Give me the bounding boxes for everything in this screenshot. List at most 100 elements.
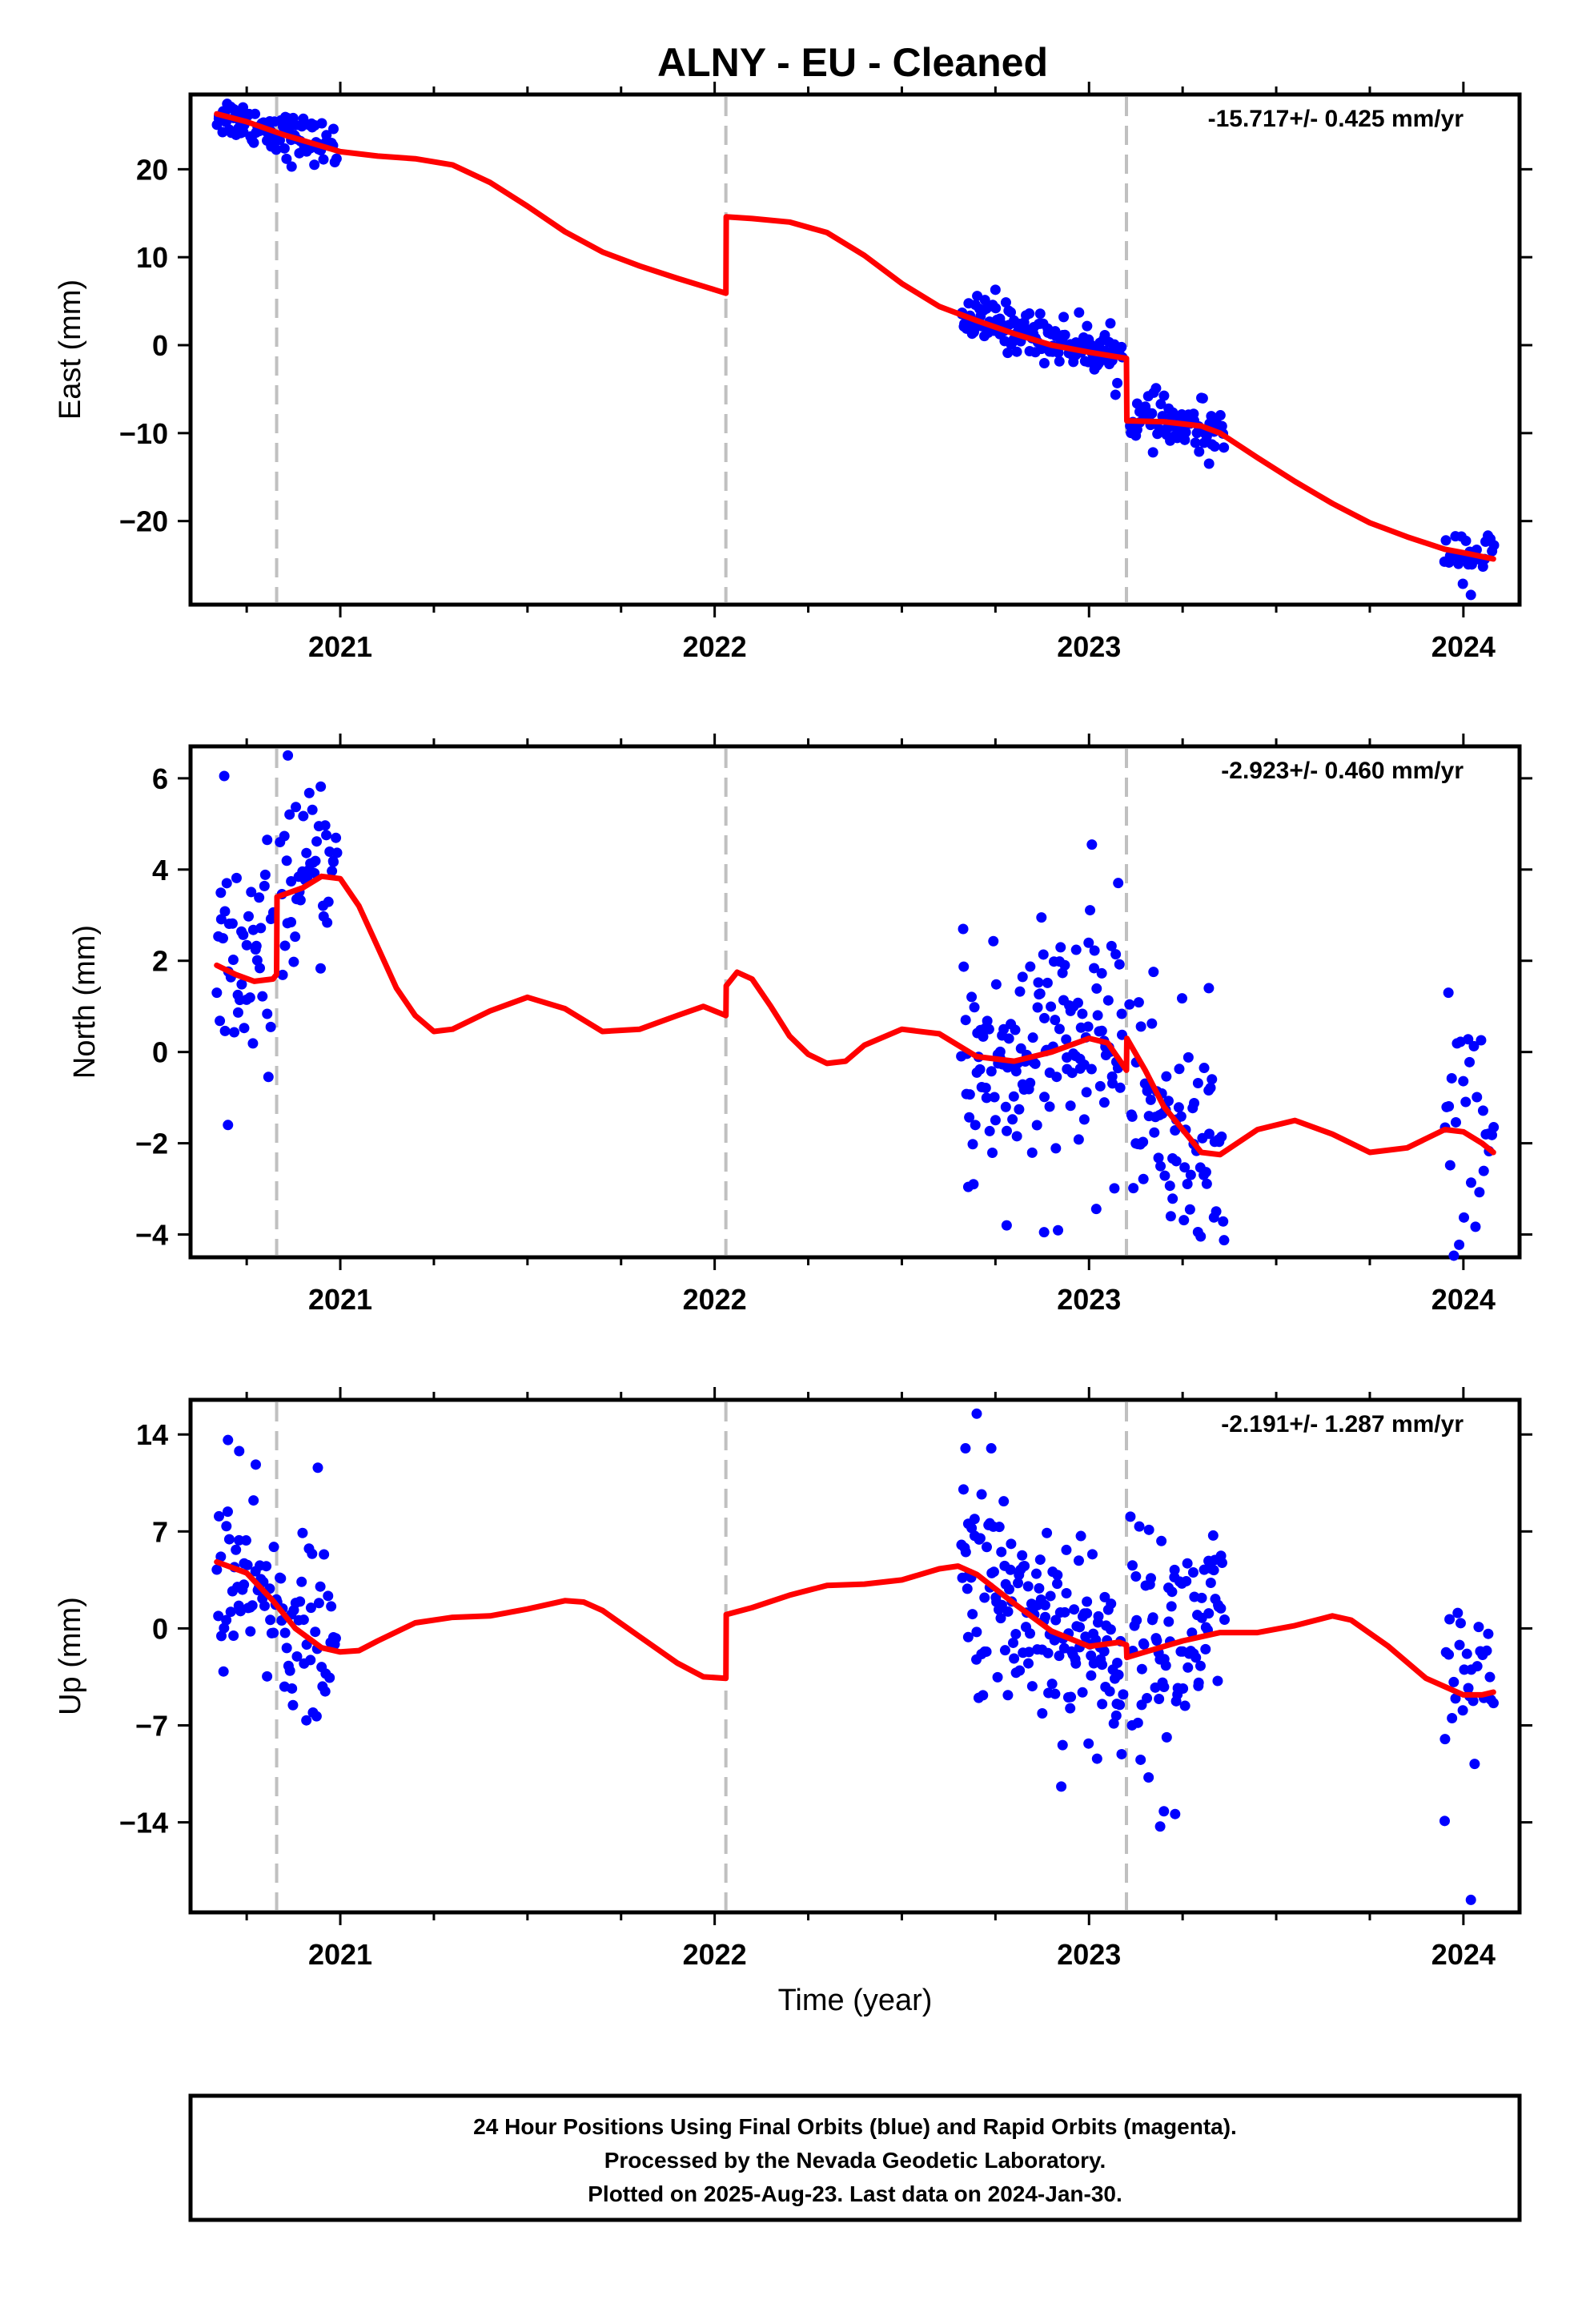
north-data-point — [1454, 1239, 1465, 1250]
north-data-point — [1128, 1183, 1139, 1194]
up-data-point — [960, 1443, 971, 1454]
north-data-point — [217, 933, 228, 944]
north-data-point — [295, 895, 306, 906]
up-data-point — [1439, 1734, 1451, 1745]
up-data-point — [250, 1459, 261, 1470]
north-data-point — [1081, 1087, 1092, 1098]
north-data-point — [1086, 839, 1098, 850]
north-data-point — [1218, 1216, 1229, 1227]
east-data-point — [1112, 377, 1123, 388]
north-data-point — [1110, 949, 1122, 960]
north-data-point — [1038, 949, 1049, 960]
up-data-point — [971, 1408, 982, 1419]
up-data-point — [297, 1527, 308, 1538]
north-data-point — [251, 940, 262, 951]
north-data-point — [1211, 1206, 1222, 1217]
up-data-point — [1212, 1675, 1223, 1687]
north-data-point — [1073, 1134, 1084, 1145]
east-data-point — [1082, 320, 1093, 332]
up-data-point — [240, 1535, 251, 1546]
east-data-point — [309, 159, 320, 171]
north-data-point — [990, 1115, 1001, 1126]
up-data-point — [259, 1600, 271, 1611]
north-data-point — [960, 1015, 971, 1026]
up-data-point — [1444, 1614, 1456, 1625]
up-data-point — [279, 1627, 291, 1638]
up-data-point — [1468, 1695, 1479, 1707]
north-data-point — [1133, 997, 1144, 1008]
up-data-point — [1097, 1659, 1108, 1671]
up-data-point — [1106, 1598, 1117, 1610]
north-data-point — [244, 992, 255, 1003]
east-data-point — [316, 118, 327, 129]
up-data-point — [1057, 1739, 1068, 1751]
north-data-point — [1182, 1178, 1193, 1189]
up-data-point — [1143, 1771, 1154, 1783]
east-x-tick-label: 2022 — [683, 630, 747, 663]
up-data-point — [962, 1631, 974, 1642]
up-data-point — [1473, 1622, 1484, 1633]
north-data-point — [1114, 959, 1125, 970]
footer-box: 24 Hour Positions Using Final Orbits (bl… — [188, 2093, 1522, 2222]
footer-line-1: 24 Hour Positions Using Final Orbits (bl… — [473, 2114, 1237, 2139]
up-data-point — [1158, 1682, 1170, 1693]
north-data-point — [983, 1023, 994, 1035]
up-data-point — [245, 1626, 256, 1637]
up-data-point — [1130, 1571, 1142, 1582]
north-data-point — [290, 931, 301, 943]
east-data-point — [990, 303, 1002, 314]
north-data-point — [1001, 1220, 1012, 1231]
up-data-point — [305, 1602, 316, 1614]
up-data-point — [1118, 1689, 1129, 1700]
north-data-point — [1070, 944, 1082, 955]
north-y-tick-label: −4 — [135, 1219, 168, 1252]
up-data-point — [311, 1711, 322, 1722]
east-data-point — [1038, 357, 1050, 368]
north-data-point — [298, 810, 309, 822]
north-data-point — [286, 917, 297, 928]
up-data-point — [1143, 1524, 1154, 1535]
up-rate-label: -2.191+/- 1.287 mm/yr — [1221, 1411, 1464, 1437]
north-data-point — [1098, 1097, 1110, 1108]
up-data-point — [1082, 1596, 1093, 1607]
up-data-point — [1146, 1573, 1157, 1584]
east-data-point — [1209, 440, 1220, 452]
up-data-point — [1014, 1665, 1026, 1676]
up-data-point — [1049, 1634, 1060, 1646]
up-data-point — [1034, 1582, 1045, 1594]
east-data-point — [1215, 410, 1226, 421]
north-data-point — [1148, 967, 1159, 978]
north-data-point — [989, 1092, 1000, 1103]
north-data-point — [1465, 1177, 1476, 1188]
up-data-point — [214, 1510, 225, 1522]
up-data-point — [998, 1496, 1010, 1507]
up-data-point — [223, 1534, 235, 1545]
up-data-point — [979, 1592, 990, 1603]
up-data-point — [1481, 1645, 1492, 1656]
east-data-point — [1074, 307, 1085, 318]
north-data-point — [321, 830, 332, 841]
up-data-point — [1009, 1653, 1020, 1664]
up-data-point — [1061, 1588, 1072, 1599]
up-data-point — [1005, 1564, 1016, 1575]
east-data-point — [327, 123, 339, 135]
north-rate-label: -2.923+/- 0.460 mm/yr — [1221, 758, 1464, 784]
up-data-point — [1138, 1639, 1150, 1651]
north-data-point — [1054, 1023, 1065, 1035]
up-data-point — [1469, 1759, 1480, 1770]
up-data-point — [1131, 1614, 1142, 1626]
north-data-point — [964, 1112, 975, 1123]
up-data-point — [1135, 1754, 1146, 1765]
up-data-point — [268, 1627, 279, 1638]
north-data-point — [1050, 1143, 1062, 1154]
up-data-point — [305, 1655, 316, 1666]
up-data-point — [1463, 1683, 1474, 1694]
north-data-point — [259, 869, 271, 880]
east-data-point — [279, 143, 290, 154]
north-data-point — [1179, 1162, 1191, 1173]
up-data-point — [1112, 1658, 1123, 1669]
north-data-point — [1443, 987, 1454, 999]
up-data-point — [1054, 1651, 1065, 1662]
north-data-point — [1089, 945, 1100, 956]
up-data-point — [1142, 1693, 1153, 1704]
